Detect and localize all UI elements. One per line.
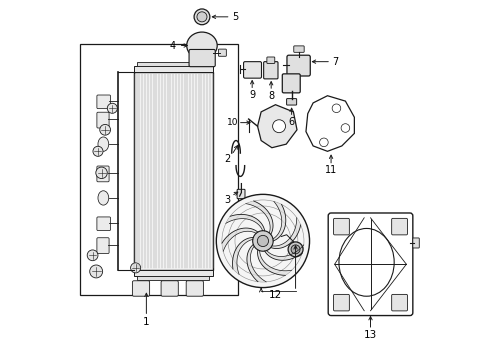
Circle shape <box>216 194 310 288</box>
Circle shape <box>288 242 303 257</box>
Bar <box>134 66 213 72</box>
Circle shape <box>96 167 107 179</box>
Polygon shape <box>247 244 266 282</box>
FancyBboxPatch shape <box>287 99 296 105</box>
FancyBboxPatch shape <box>264 62 278 79</box>
Bar <box>80 44 238 295</box>
Bar <box>134 270 213 276</box>
Polygon shape <box>265 245 304 260</box>
Text: 8: 8 <box>268 91 274 101</box>
Bar <box>137 276 209 280</box>
Circle shape <box>131 263 141 273</box>
FancyBboxPatch shape <box>392 294 408 311</box>
Circle shape <box>257 235 269 247</box>
Text: 5: 5 <box>232 12 239 22</box>
Circle shape <box>90 265 102 278</box>
FancyBboxPatch shape <box>97 95 111 109</box>
Polygon shape <box>246 201 273 234</box>
Bar <box>134 72 213 270</box>
FancyBboxPatch shape <box>97 112 109 128</box>
Ellipse shape <box>187 32 217 59</box>
Circle shape <box>341 124 350 132</box>
Circle shape <box>272 120 286 133</box>
Ellipse shape <box>98 137 109 151</box>
Text: 9: 9 <box>249 90 255 100</box>
Text: 7: 7 <box>332 57 339 67</box>
Circle shape <box>332 104 341 113</box>
FancyBboxPatch shape <box>132 281 149 296</box>
Ellipse shape <box>98 191 109 205</box>
FancyBboxPatch shape <box>334 294 349 311</box>
Polygon shape <box>258 250 292 275</box>
FancyBboxPatch shape <box>244 62 262 78</box>
Polygon shape <box>233 238 253 274</box>
Text: 6: 6 <box>289 117 294 127</box>
Circle shape <box>319 138 328 147</box>
Polygon shape <box>273 202 286 241</box>
FancyBboxPatch shape <box>97 166 109 182</box>
Text: 11: 11 <box>325 165 337 175</box>
FancyBboxPatch shape <box>189 49 215 67</box>
Circle shape <box>107 103 117 113</box>
Polygon shape <box>258 105 297 148</box>
Text: 13: 13 <box>364 330 377 340</box>
Text: 4: 4 <box>170 41 175 50</box>
Circle shape <box>194 9 210 25</box>
FancyBboxPatch shape <box>237 189 245 199</box>
FancyBboxPatch shape <box>413 238 419 248</box>
FancyBboxPatch shape <box>97 238 109 253</box>
FancyBboxPatch shape <box>294 46 304 52</box>
FancyBboxPatch shape <box>392 219 408 235</box>
Circle shape <box>87 250 98 261</box>
Text: 10: 10 <box>227 118 239 127</box>
Text: 1: 1 <box>143 317 149 327</box>
Circle shape <box>197 12 207 22</box>
FancyBboxPatch shape <box>287 55 310 76</box>
FancyBboxPatch shape <box>334 219 349 235</box>
Polygon shape <box>222 228 258 251</box>
Circle shape <box>253 231 273 251</box>
Circle shape <box>100 125 111 135</box>
Text: 3: 3 <box>224 195 230 205</box>
FancyBboxPatch shape <box>186 281 203 296</box>
Circle shape <box>291 245 300 254</box>
Bar <box>137 62 209 66</box>
FancyBboxPatch shape <box>282 74 300 93</box>
Polygon shape <box>271 218 301 248</box>
Text: 12: 12 <box>269 291 282 301</box>
FancyBboxPatch shape <box>97 217 111 230</box>
Text: 2: 2 <box>224 154 231 164</box>
FancyBboxPatch shape <box>267 57 275 63</box>
Circle shape <box>93 146 103 156</box>
FancyBboxPatch shape <box>219 49 226 56</box>
Polygon shape <box>226 215 265 231</box>
FancyBboxPatch shape <box>161 281 178 296</box>
